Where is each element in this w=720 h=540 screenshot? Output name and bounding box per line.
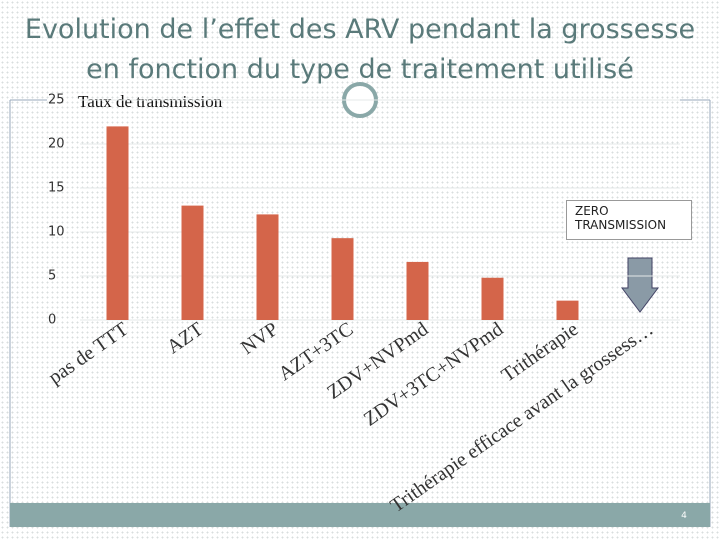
x-tick-label: ZDV+3TC+NVPmd xyxy=(360,318,508,431)
bar xyxy=(331,238,354,320)
y-tick-label: 0 xyxy=(48,313,56,328)
x-tick-label: AZT xyxy=(163,318,207,358)
annotation: ZERO TRANSMISSION xyxy=(566,200,692,240)
bar xyxy=(181,205,204,320)
y-tick-label: 20 xyxy=(48,137,65,152)
y-tick-label: 5 xyxy=(48,269,56,284)
page-number: 4 xyxy=(681,511,687,521)
bar xyxy=(556,300,579,320)
bar xyxy=(406,261,429,320)
footer-bar xyxy=(10,503,710,527)
arrow xyxy=(621,257,659,313)
y-tick-label: 10 xyxy=(48,225,65,240)
bar xyxy=(481,277,504,320)
title: Evolution de l’effet des ARV pendant la … xyxy=(24,14,696,85)
y-axis-label: Taux de transmission xyxy=(78,92,223,111)
x-tick-label: pas de TTT xyxy=(45,318,133,389)
y-tick-label: 15 xyxy=(48,181,65,196)
bar xyxy=(256,214,279,320)
bar xyxy=(106,126,129,321)
y-tick-label: 25 xyxy=(48,93,65,108)
x-tick-label: Trithérapie efficace avant la grossess… xyxy=(386,318,657,517)
x-tick-label: NVP xyxy=(237,318,282,359)
